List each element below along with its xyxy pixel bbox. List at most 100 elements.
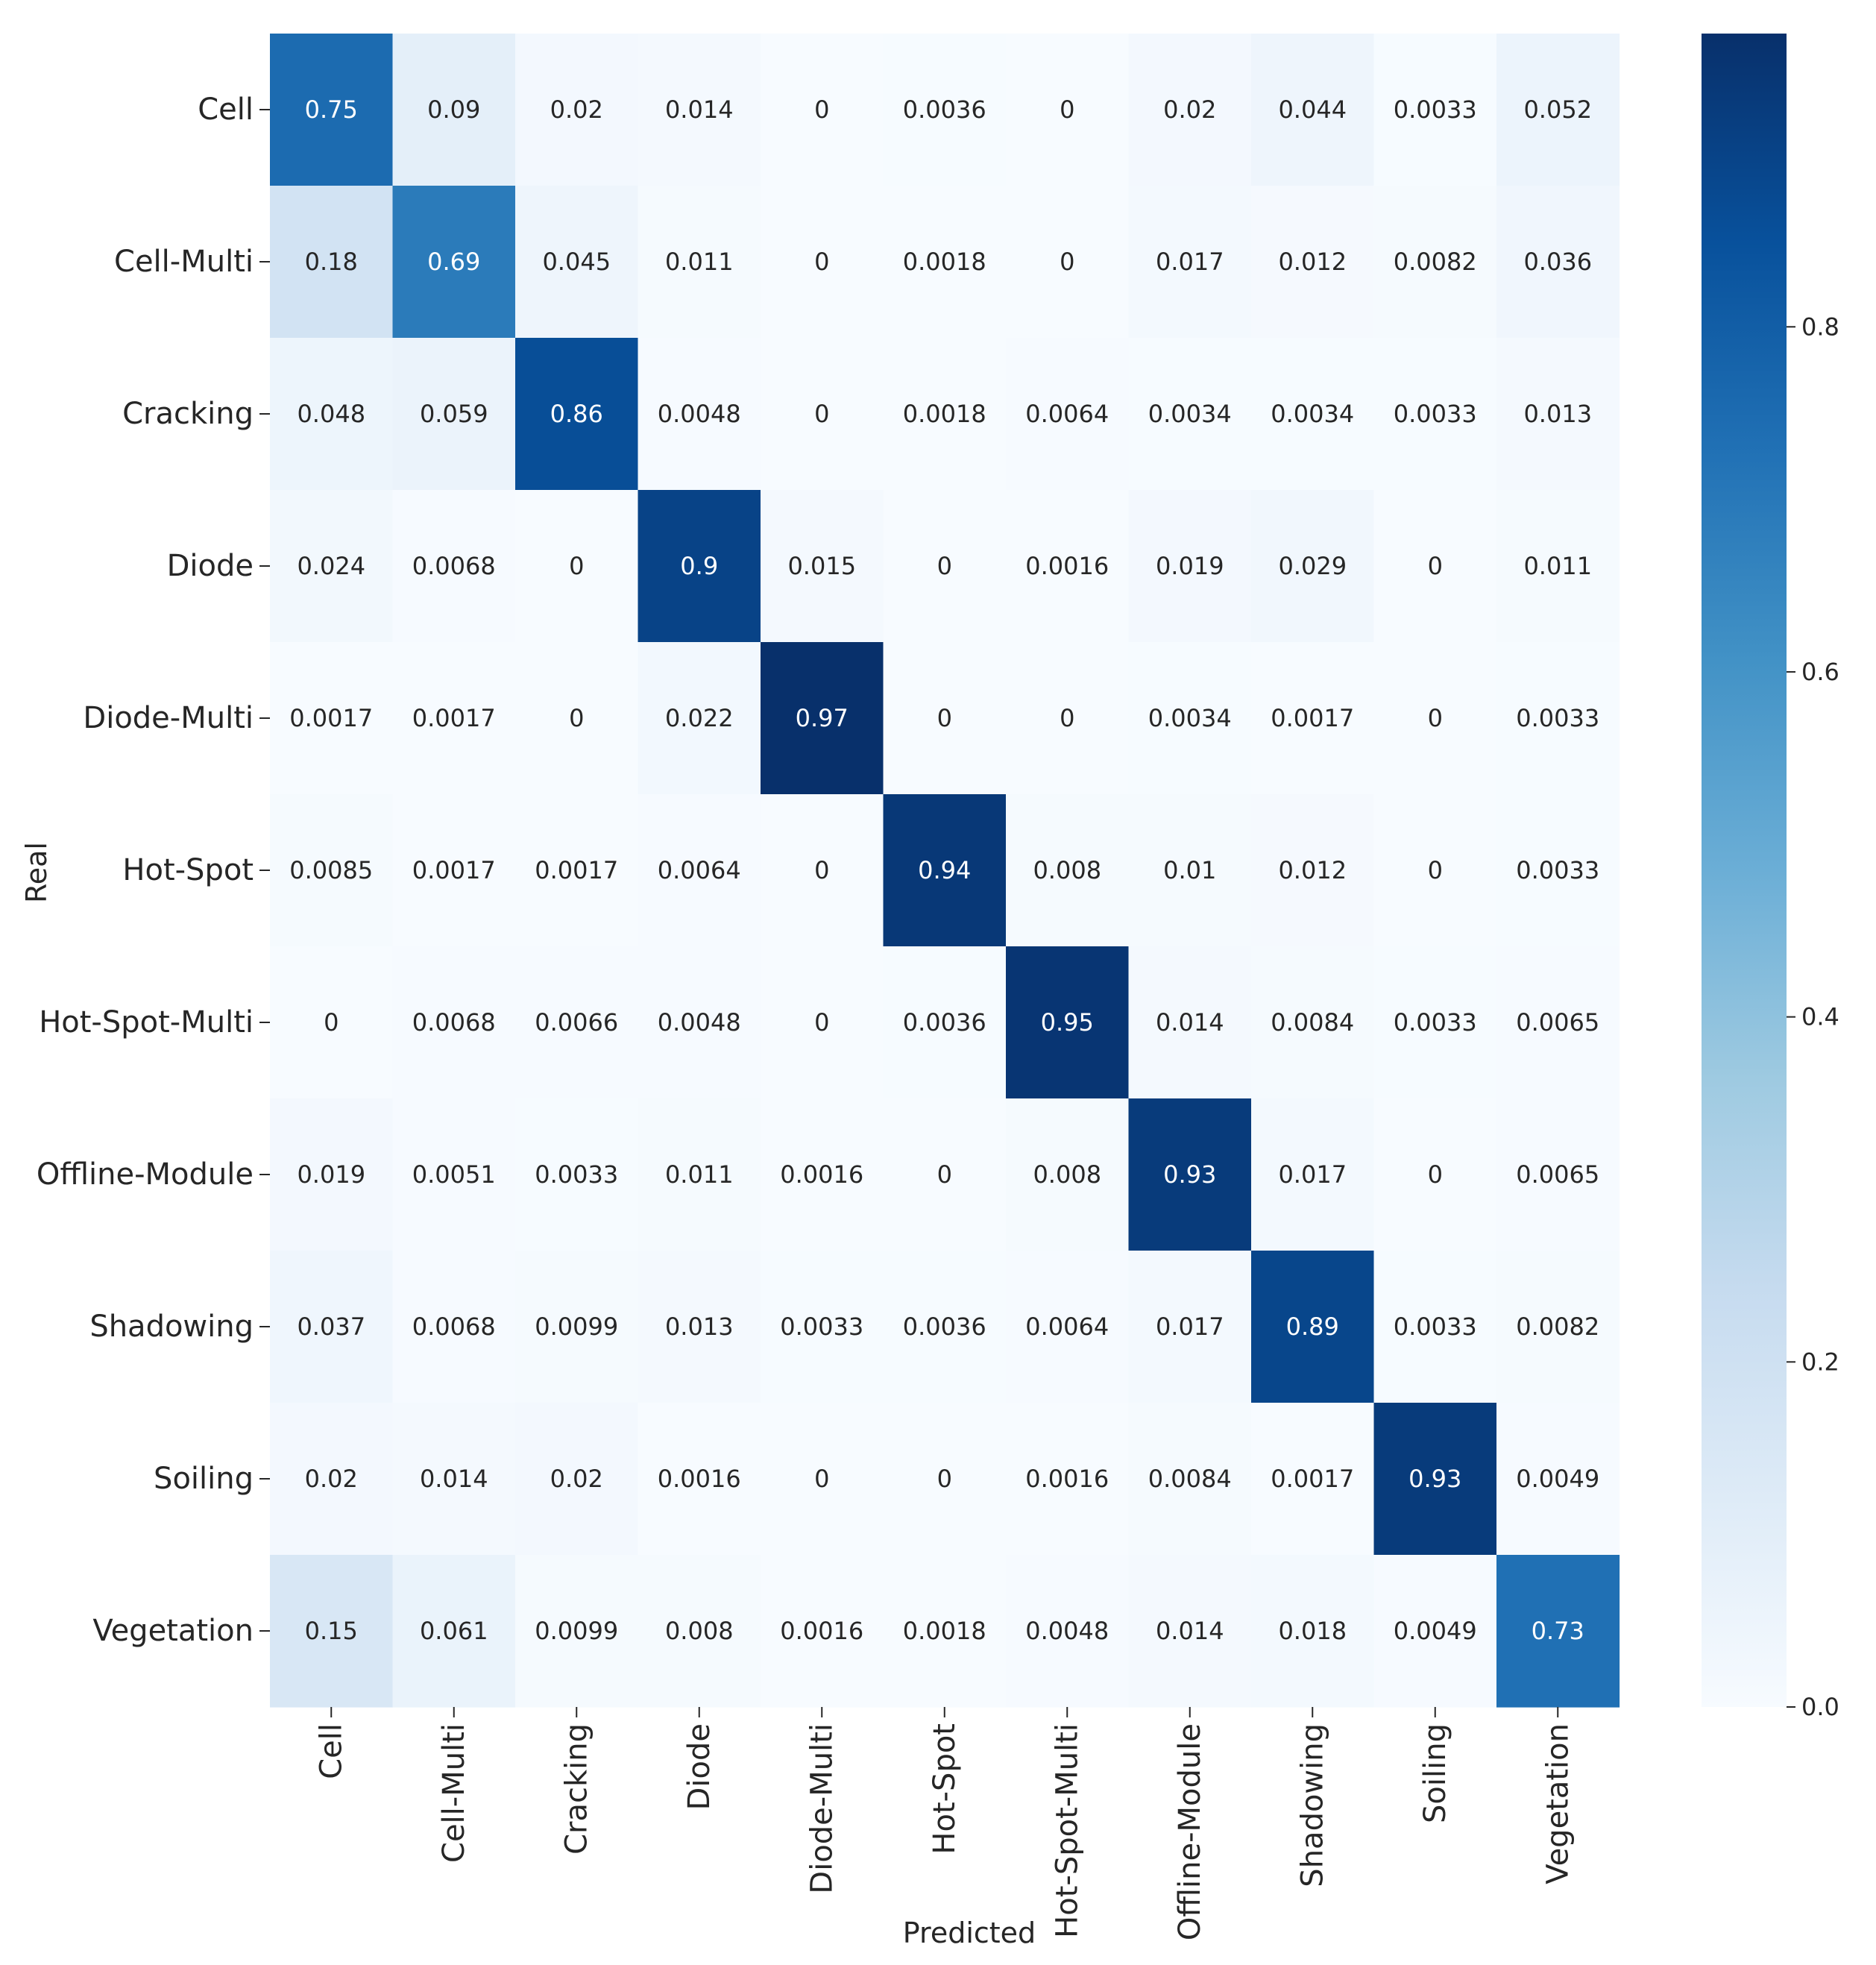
cell-value-label: 0.008 [665,1617,734,1645]
cell-value-label: 0.014 [420,1465,488,1493]
heatmap-cell [1006,642,1130,795]
heatmap-cell [1251,34,1375,186]
heatmap-cell [1128,1403,1252,1556]
heatmap-cell [883,794,1007,947]
heatmap-cell [515,1251,639,1403]
cell-value-label: 0.75 [305,95,358,124]
y-axis-ticks: Cell Cell-Multi Cracking Diode Diode-Multi Ho… [37,92,270,1648]
x-tick-label: Cell [314,1723,348,1779]
heatmap-cell [883,490,1007,643]
heatmap-cell [1496,1098,1620,1251]
cell-value-label: 0.89 [1286,1312,1339,1341]
heatmap-cell [1496,642,1620,795]
heatmap-cell [1496,186,1620,339]
y-tick-label: Cell-Multi [114,245,254,279]
heatmap-cell [1251,1555,1375,1708]
cell-value-label: 0 [1060,248,1074,276]
colorbar-tick-label: 0.6 [1801,658,1839,686]
heatmap-cell [1496,34,1620,186]
cell-value-label: 0.061 [420,1617,488,1645]
cell-value-label: 0.011 [665,1160,734,1189]
y-tick-label: Hot-Spot-Multi [39,1005,254,1040]
cell-value-label: 0.0068 [412,1312,496,1341]
cell-value-label: 0.017 [1278,1160,1347,1189]
heatmap-cell [1496,1251,1620,1403]
cell-value-label: 0.014 [665,95,734,124]
heatmap-cell [392,1098,516,1251]
heatmap-cell [392,338,516,491]
cell-value-label: 0.0049 [1394,1617,1477,1645]
cell-value-label: 0.01 [1163,856,1216,884]
cell-value-label: 0.0048 [1025,1617,1109,1645]
heatmap-cell [1006,946,1130,1099]
cell-value-label: 0 [937,1160,952,1189]
y-tick-label: Diode [167,549,254,583]
cell-value-label: 0.008 [1033,856,1101,884]
heatmap-cell [515,186,639,339]
cell-value-label: 0.008 [1033,1160,1101,1189]
cell-value-label: 0.044 [1278,95,1347,124]
cell-value-label: 0.86 [550,400,603,428]
heatmap-cell [1128,186,1252,339]
y-tick-label: Diode-Multi [83,701,254,735]
heatmap-cell [638,946,761,1099]
cell-value-label: 0 [1428,1160,1443,1189]
cell-value-label: 0.0016 [658,1465,741,1493]
heatmap-cell [270,1251,394,1403]
heatmap-cell [1006,1403,1130,1556]
cell-value-label: 0.0033 [1394,1008,1477,1037]
y-tick-label: Vegetation [92,1614,254,1648]
heatmap-cell [270,338,394,491]
heatmap-cell [761,1403,884,1556]
cell-value-label: 0.019 [297,1160,365,1189]
heatmap-cell [761,34,884,186]
cell-value-label: 0.0085 [289,856,373,884]
y-tick-label: Cracking [122,397,254,431]
heatmap-cell [392,1251,516,1403]
cell-value-label: 0.73 [1532,1617,1584,1645]
heatmap-cell [1373,1251,1497,1403]
x-tick-label: Cell-Multi [437,1723,471,1863]
heatmap-cell [1251,490,1375,643]
cell-value-label: 0 [569,552,584,580]
colorbar-ticks: 0.0 0.2 0.4 0.6 0.8 [1787,312,1839,1721]
cell-value-label: 0.0048 [658,1008,741,1037]
cell-value-label: 0.0051 [412,1160,496,1189]
cell-value-label: 0.02 [305,1465,358,1493]
cell-value-label: 0.0017 [1271,1465,1354,1493]
cell-value-label: 0 [937,704,952,732]
heatmap-cell [1496,1403,1620,1556]
y-tick-label: Soiling [154,1462,254,1496]
cell-value-label: 0.0017 [412,856,496,884]
cell-value-label: 0.0016 [780,1617,863,1645]
heatmap-cell [392,1403,516,1556]
heatmap-cell [1496,794,1620,947]
heatmap-cell [638,794,761,947]
cell-value-label: 0.022 [665,704,734,732]
heatmap-cell [1006,1555,1130,1708]
cell-value-label: 0.0082 [1516,1312,1599,1341]
heatmap-cell [883,642,1007,795]
x-tick-label: Soiling [1418,1723,1452,1823]
x-tick-label: Diode [682,1723,717,1810]
heatmap-cell [270,34,394,186]
cell-value-label: 0.0034 [1148,400,1232,428]
y-tick-label: Offline-Module [37,1157,254,1192]
heatmap-cell [1128,642,1252,795]
heatmap-cell [1373,1555,1497,1708]
cell-value-label: 0.0034 [1271,400,1354,428]
cell-value-label: 0.0033 [780,1312,863,1341]
x-axis-label: Predicted [903,1917,1036,1949]
heatmap-cell [638,642,761,795]
heatmap-cell [883,1403,1007,1556]
cell-value-label: 0.0068 [412,552,496,580]
heatmap-cell [638,1555,761,1708]
cell-value-label: 0.95 [1041,1008,1094,1037]
cell-value-label: 0.15 [305,1617,358,1645]
cell-value-label: 0.015 [787,552,856,580]
y-tick-label: Cell [198,92,254,127]
heatmap-cell [270,794,394,947]
cell-value-label: 0 [1428,552,1443,580]
heatmap-cell [1006,186,1130,339]
cell-value-label: 0 [1060,95,1074,124]
